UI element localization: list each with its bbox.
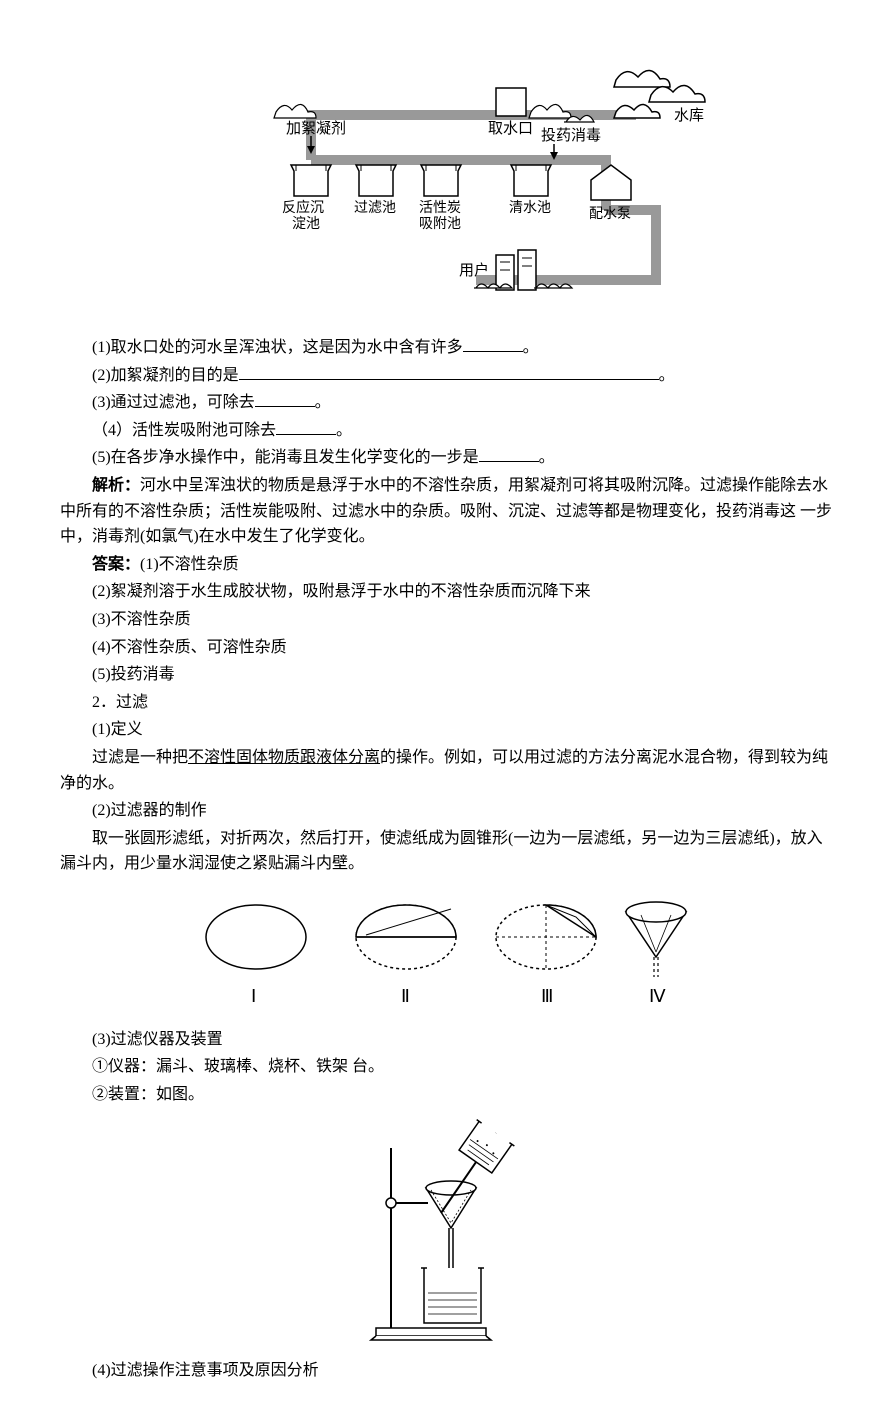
sub1-title: (1)定义 [60, 717, 832, 743]
sub2-title: (2)过滤器的制作 [60, 798, 832, 824]
content-3: (4)过滤操作注意事项及原因分析 [60, 1358, 832, 1384]
label-carbon2: 吸附池 [419, 216, 461, 232]
content-2: (3)过滤仪器及装置 ①仪器：漏斗、玻璃棒、烧杯、铁架 台。 ②装置：如图。 [60, 1027, 832, 1108]
answer-2: (2)絮凝剂溶于水生成胶状物，吸附悬浮于水中的不溶性杂质而沉降下来 [60, 579, 832, 605]
label-disinfect: 投药消毒 [541, 127, 601, 144]
step-label-4: Ⅳ [649, 986, 666, 1006]
step-label-1: Ⅰ [251, 986, 256, 1006]
answer-3: (3)不溶性杂质 [60, 607, 832, 633]
question-2: (2)加絮凝剂的目的是。 [60, 363, 832, 389]
content: (1)取水口处的河水呈浑浊状，这是因为水中含有许多。 (2)加絮凝剂的目的是。 … [60, 335, 832, 877]
question-3: (3)通过过滤池，可除去。 [60, 390, 832, 416]
label-sediment2: 淀池 [292, 216, 320, 232]
apparatus-diagram [60, 1118, 832, 1348]
step-label-3: Ⅲ [541, 986, 553, 1006]
answer-1: 答案：(1)不溶性杂质 [60, 552, 832, 578]
filter-steps-diagram: Ⅰ Ⅱ Ⅲ Ⅳ [60, 887, 832, 1017]
sub3-line2: ②装置：如图。 [60, 1082, 832, 1108]
sub4-title: (4)过滤操作注意事项及原因分析 [60, 1358, 832, 1384]
filter-steps-svg: Ⅰ Ⅱ Ⅲ Ⅳ [196, 887, 696, 1017]
label-intake: 取水口 [488, 120, 533, 137]
sub3-title: (3)过滤仪器及装置 [60, 1027, 832, 1053]
step-label-2: Ⅱ [401, 986, 410, 1006]
question-1: (1)取水口处的河水呈浑浊状，这是因为水中含有许多。 [60, 335, 832, 361]
answer-5: (5)投药消毒 [60, 662, 832, 688]
analysis: 解析：河水中呈浑浊状的物质是悬浮于水中的不溶性杂质，用絮凝剂可将其吸附沉降。过滤… [60, 473, 832, 550]
question-4: （4）活性炭吸附池可除去。 [60, 418, 832, 444]
sub1-text: 过滤是一种把不溶性固体物质跟液体分离的操作。例如，可以用过滤的方法分离泥水混合物… [60, 745, 832, 796]
sub3-line1: ①仪器：漏斗、玻璃棒、烧杯、铁架 台。 [60, 1054, 832, 1080]
apparatus-svg [356, 1118, 536, 1348]
label-carbon1: 活性炭 [419, 200, 461, 216]
flow-diagram-svg: 水库 取水口 加絮凝剂 投药消毒 [176, 40, 716, 320]
label-coagulant: 加絮凝剂 [286, 120, 346, 137]
sub2-text: 取一张圆形滤纸，对折两次，然后打开，使滤纸成为圆锥形(一边为一层滤纸，另一边为三… [60, 826, 832, 877]
label-filter: 过滤池 [354, 200, 396, 216]
question-5: (5)在各步净水操作中，能消毒且发生化学变化的一步是。 [60, 445, 832, 471]
flow-diagram: 水库 取水口 加絮凝剂 投药消毒 [60, 40, 832, 320]
label-reservoir: 水库 [674, 107, 704, 124]
label-user: 用户 [459, 262, 489, 279]
label-pump: 配水泵 [589, 206, 631, 222]
answer-4: (4)不溶性杂质、可溶性杂质 [60, 635, 832, 661]
label-clean: 清水池 [509, 200, 551, 216]
section2-title: 2．过滤 [60, 690, 832, 716]
label-sediment1: 反应沉 [282, 199, 324, 216]
